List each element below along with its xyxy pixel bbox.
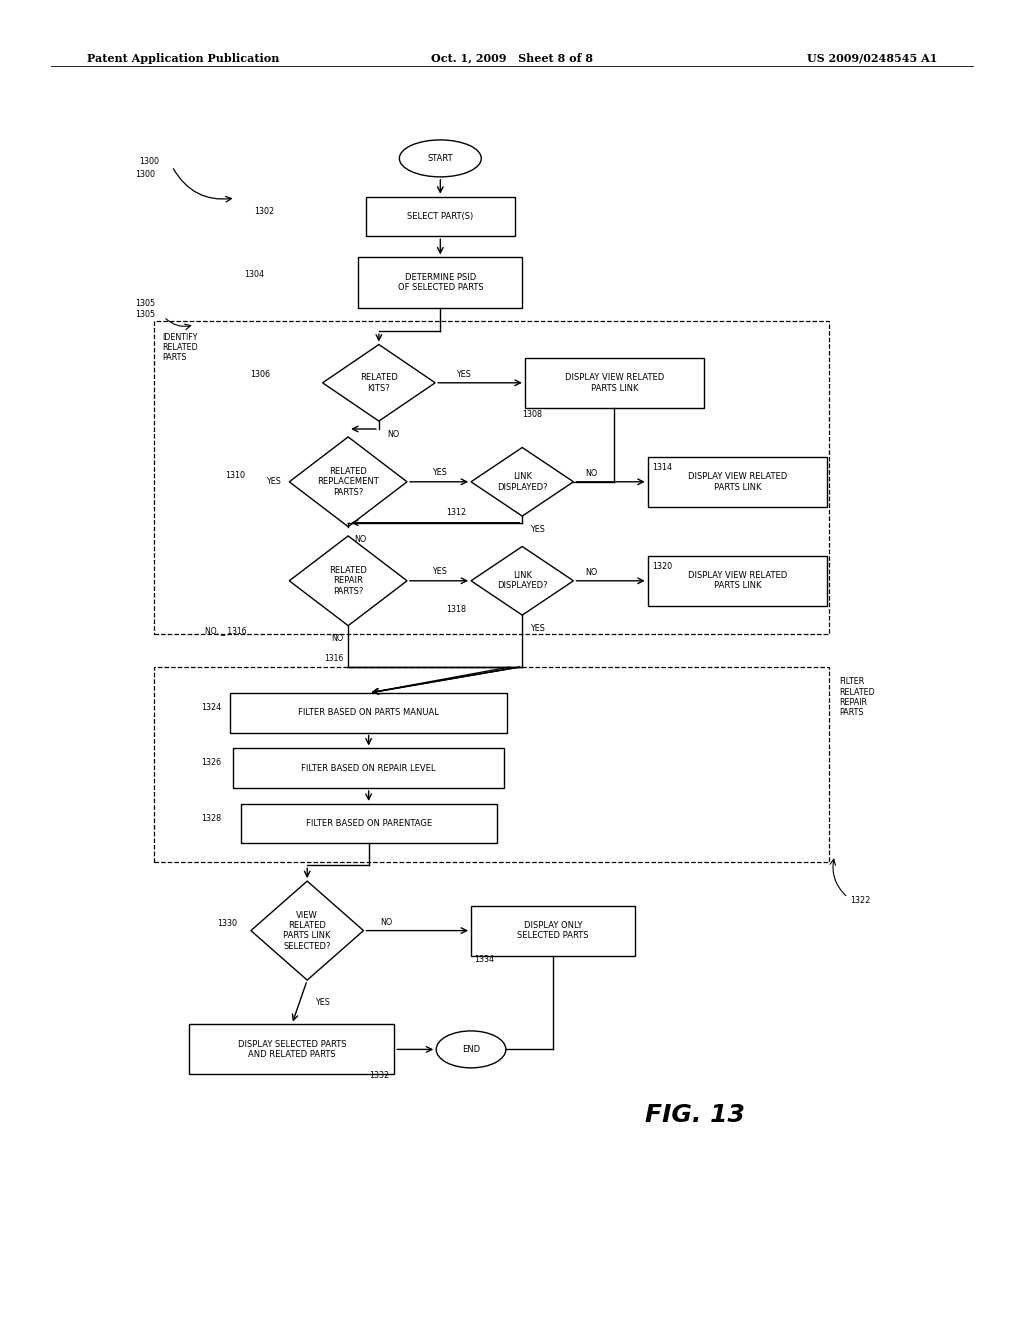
Text: YES: YES xyxy=(315,998,331,1007)
Polygon shape xyxy=(471,447,573,516)
Text: DISPLAY VIEW RELATED
PARTS LINK: DISPLAY VIEW RELATED PARTS LINK xyxy=(688,473,786,491)
Text: 1334: 1334 xyxy=(474,956,495,964)
Text: END: END xyxy=(462,1045,480,1053)
Text: YES: YES xyxy=(457,371,471,379)
Text: RELATED
REPAIR
PARTS?: RELATED REPAIR PARTS? xyxy=(330,566,367,595)
Text: NO: NO xyxy=(354,536,367,544)
Text: DISPLAY VIEW RELATED
PARTS LINK: DISPLAY VIEW RELATED PARTS LINK xyxy=(688,572,786,590)
Polygon shape xyxy=(290,437,408,527)
Text: SELECT PART(S): SELECT PART(S) xyxy=(408,213,473,220)
Text: 1316: 1316 xyxy=(324,655,343,663)
Bar xyxy=(358,257,522,308)
Bar xyxy=(241,804,497,843)
Text: YES: YES xyxy=(431,469,446,477)
Polygon shape xyxy=(323,345,435,421)
Text: IDENTIFY
RELATED
PARTS: IDENTIFY RELATED PARTS xyxy=(162,333,198,363)
Bar xyxy=(647,556,826,606)
Bar xyxy=(154,667,829,862)
Text: US 2009/0248545 A1: US 2009/0248545 A1 xyxy=(807,53,937,63)
Bar xyxy=(647,457,826,507)
Text: 1300: 1300 xyxy=(135,170,156,178)
Text: NO: NO xyxy=(586,470,598,478)
Bar xyxy=(230,693,507,733)
Text: 1324: 1324 xyxy=(201,704,221,711)
Text: START: START xyxy=(427,154,454,162)
Bar xyxy=(524,358,705,408)
Text: DETERMINE PSID
OF SELECTED PARTS: DETERMINE PSID OF SELECTED PARTS xyxy=(397,273,483,292)
Bar xyxy=(154,321,829,634)
Text: 1306: 1306 xyxy=(250,371,270,379)
Bar xyxy=(367,197,514,236)
Text: 1322: 1322 xyxy=(850,896,870,904)
Text: NO: NO xyxy=(387,430,399,438)
Text: NO: NO xyxy=(331,635,343,643)
Polygon shape xyxy=(251,882,364,979)
Text: FIG. 13: FIG. 13 xyxy=(645,1104,745,1127)
Text: LINK
DISPLAYED?: LINK DISPLAYED? xyxy=(497,473,548,491)
Text: DISPLAY VIEW RELATED
PARTS LINK: DISPLAY VIEW RELATED PARTS LINK xyxy=(565,374,664,392)
Text: 1326: 1326 xyxy=(201,759,221,767)
Text: 1320: 1320 xyxy=(652,562,673,570)
Text: RELATED
KITS?: RELATED KITS? xyxy=(360,374,397,392)
Text: 1312: 1312 xyxy=(445,508,466,516)
Text: 1305: 1305 xyxy=(135,310,156,318)
Text: FILTER
RELATED
REPAIR
PARTS: FILTER RELATED REPAIR PARTS xyxy=(840,677,876,717)
Text: 1302: 1302 xyxy=(254,207,274,215)
Text: FILTER BASED ON PARENTAGE: FILTER BASED ON PARENTAGE xyxy=(305,820,432,828)
Bar xyxy=(232,748,504,788)
Text: VIEW
RELATED
PARTS LINK
SELECTED?: VIEW RELATED PARTS LINK SELECTED? xyxy=(284,911,331,950)
Polygon shape xyxy=(471,546,573,615)
Text: RELATED
REPLACEMENT
PARTS?: RELATED REPLACEMENT PARTS? xyxy=(317,467,379,496)
Text: 1330: 1330 xyxy=(217,920,238,928)
Text: YES: YES xyxy=(530,525,546,533)
Text: Oct. 1, 2009   Sheet 8 of 8: Oct. 1, 2009 Sheet 8 of 8 xyxy=(431,53,593,63)
Text: NO: NO xyxy=(586,569,598,577)
Text: 1305: 1305 xyxy=(135,300,156,308)
Bar xyxy=(189,1024,394,1074)
Ellipse shape xyxy=(436,1031,506,1068)
Text: FILTER BASED ON REPAIR LEVEL: FILTER BASED ON REPAIR LEVEL xyxy=(301,764,436,772)
Text: 1300: 1300 xyxy=(138,157,159,165)
Text: 1328: 1328 xyxy=(201,814,221,822)
Text: 1314: 1314 xyxy=(652,463,673,471)
Text: YES: YES xyxy=(530,624,546,632)
Text: LINK
DISPLAYED?: LINK DISPLAYED? xyxy=(497,572,548,590)
Text: 1310: 1310 xyxy=(224,471,245,479)
Text: YES: YES xyxy=(266,478,281,486)
Text: DISPLAY ONLY
SELECTED PARTS: DISPLAY ONLY SELECTED PARTS xyxy=(517,921,589,940)
Text: NO. _ 1316: NO. _ 1316 xyxy=(205,627,247,635)
Text: FILTER BASED ON PARTS MANUAL: FILTER BASED ON PARTS MANUAL xyxy=(298,709,439,717)
Bar xyxy=(471,906,635,956)
Text: 1332: 1332 xyxy=(369,1072,389,1080)
Text: YES: YES xyxy=(431,568,446,576)
Ellipse shape xyxy=(399,140,481,177)
Text: Patent Application Publication: Patent Application Publication xyxy=(87,53,280,63)
Polygon shape xyxy=(290,536,408,626)
Text: NO: NO xyxy=(380,919,392,927)
Text: 1308: 1308 xyxy=(522,411,543,418)
Text: 1318: 1318 xyxy=(445,606,466,614)
Text: 1304: 1304 xyxy=(244,271,264,279)
Text: DISPLAY SELECTED PARTS
AND RELATED PARTS: DISPLAY SELECTED PARTS AND RELATED PARTS xyxy=(238,1040,346,1059)
